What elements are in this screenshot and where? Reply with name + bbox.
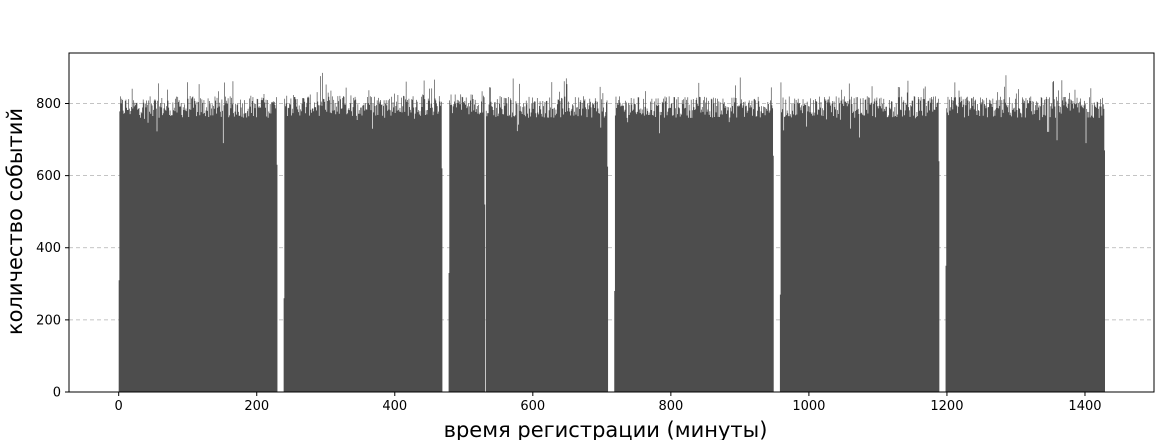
- bar-segment-4: [485, 78, 609, 393]
- x-tick-label-0: 0: [115, 399, 123, 414]
- bar-segment-2: [283, 72, 443, 392]
- bar-segment-5: [614, 77, 774, 392]
- bar-segment-7: [945, 75, 1105, 393]
- y-tick-label-800: 800: [36, 97, 61, 112]
- bar-segment-3: [448, 91, 486, 393]
- bar-segment-1: [118, 81, 278, 392]
- y-axis-ticks: 0 200 400 600 800: [36, 97, 69, 401]
- x-axis-ticks: 0 200 400 600 800 1000 1200 1400: [115, 392, 1102, 414]
- y-axis-title: количество событий: [3, 108, 27, 335]
- x-tick-label-1200: 1200: [930, 399, 963, 414]
- x-tick-label-200: 200: [244, 399, 269, 414]
- x-tick-label-800: 800: [658, 399, 683, 414]
- y-tick-label-0: 0: [53, 386, 61, 401]
- x-tick-label-1400: 1400: [1068, 399, 1101, 414]
- y-tick-label-600: 600: [36, 169, 61, 184]
- x-axis-title: время регистрации (минуты): [444, 418, 768, 440]
- x-tick-label-1000: 1000: [792, 399, 825, 414]
- x-tick-label-400: 400: [382, 399, 407, 414]
- y-tick-label-400: 400: [36, 241, 61, 256]
- plot-frame: [68, 52, 1155, 393]
- bar-segment-6: [779, 80, 940, 392]
- histogram-bars: [118, 72, 1105, 393]
- x-tick-label-600: 600: [520, 399, 545, 414]
- y-tick-label-200: 200: [36, 313, 61, 328]
